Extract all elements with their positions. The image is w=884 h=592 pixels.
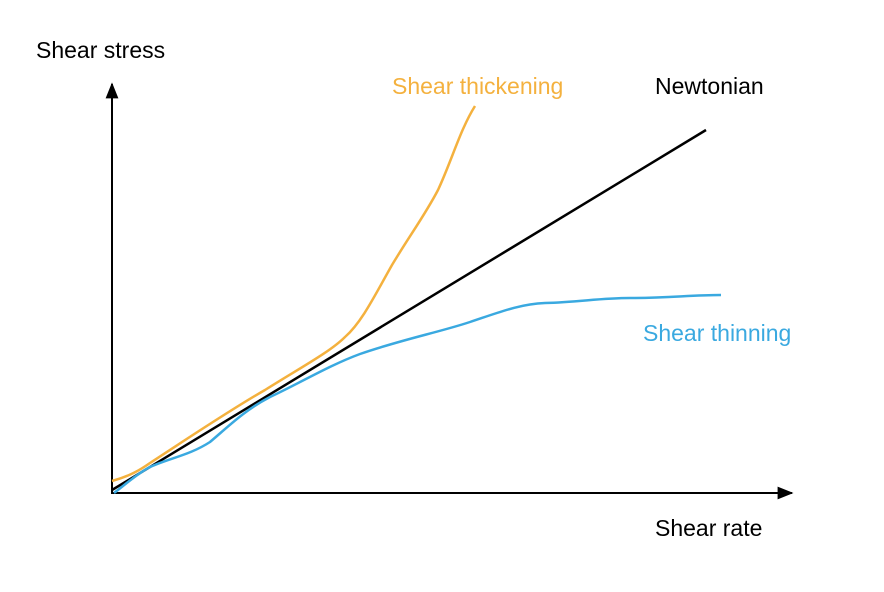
curve-label: Newtonian	[655, 73, 764, 99]
y-axis-label: Shear stress	[36, 37, 165, 63]
curve-label: Shear thinning	[643, 320, 791, 346]
x-axis-label: Shear rate	[655, 515, 762, 541]
shear-thickening-curve	[111, 105, 477, 483]
shear-thinning-curve	[113, 293, 722, 495]
newtonian-line	[111, 128, 707, 492]
curve-label: Shear thickening	[392, 73, 563, 99]
